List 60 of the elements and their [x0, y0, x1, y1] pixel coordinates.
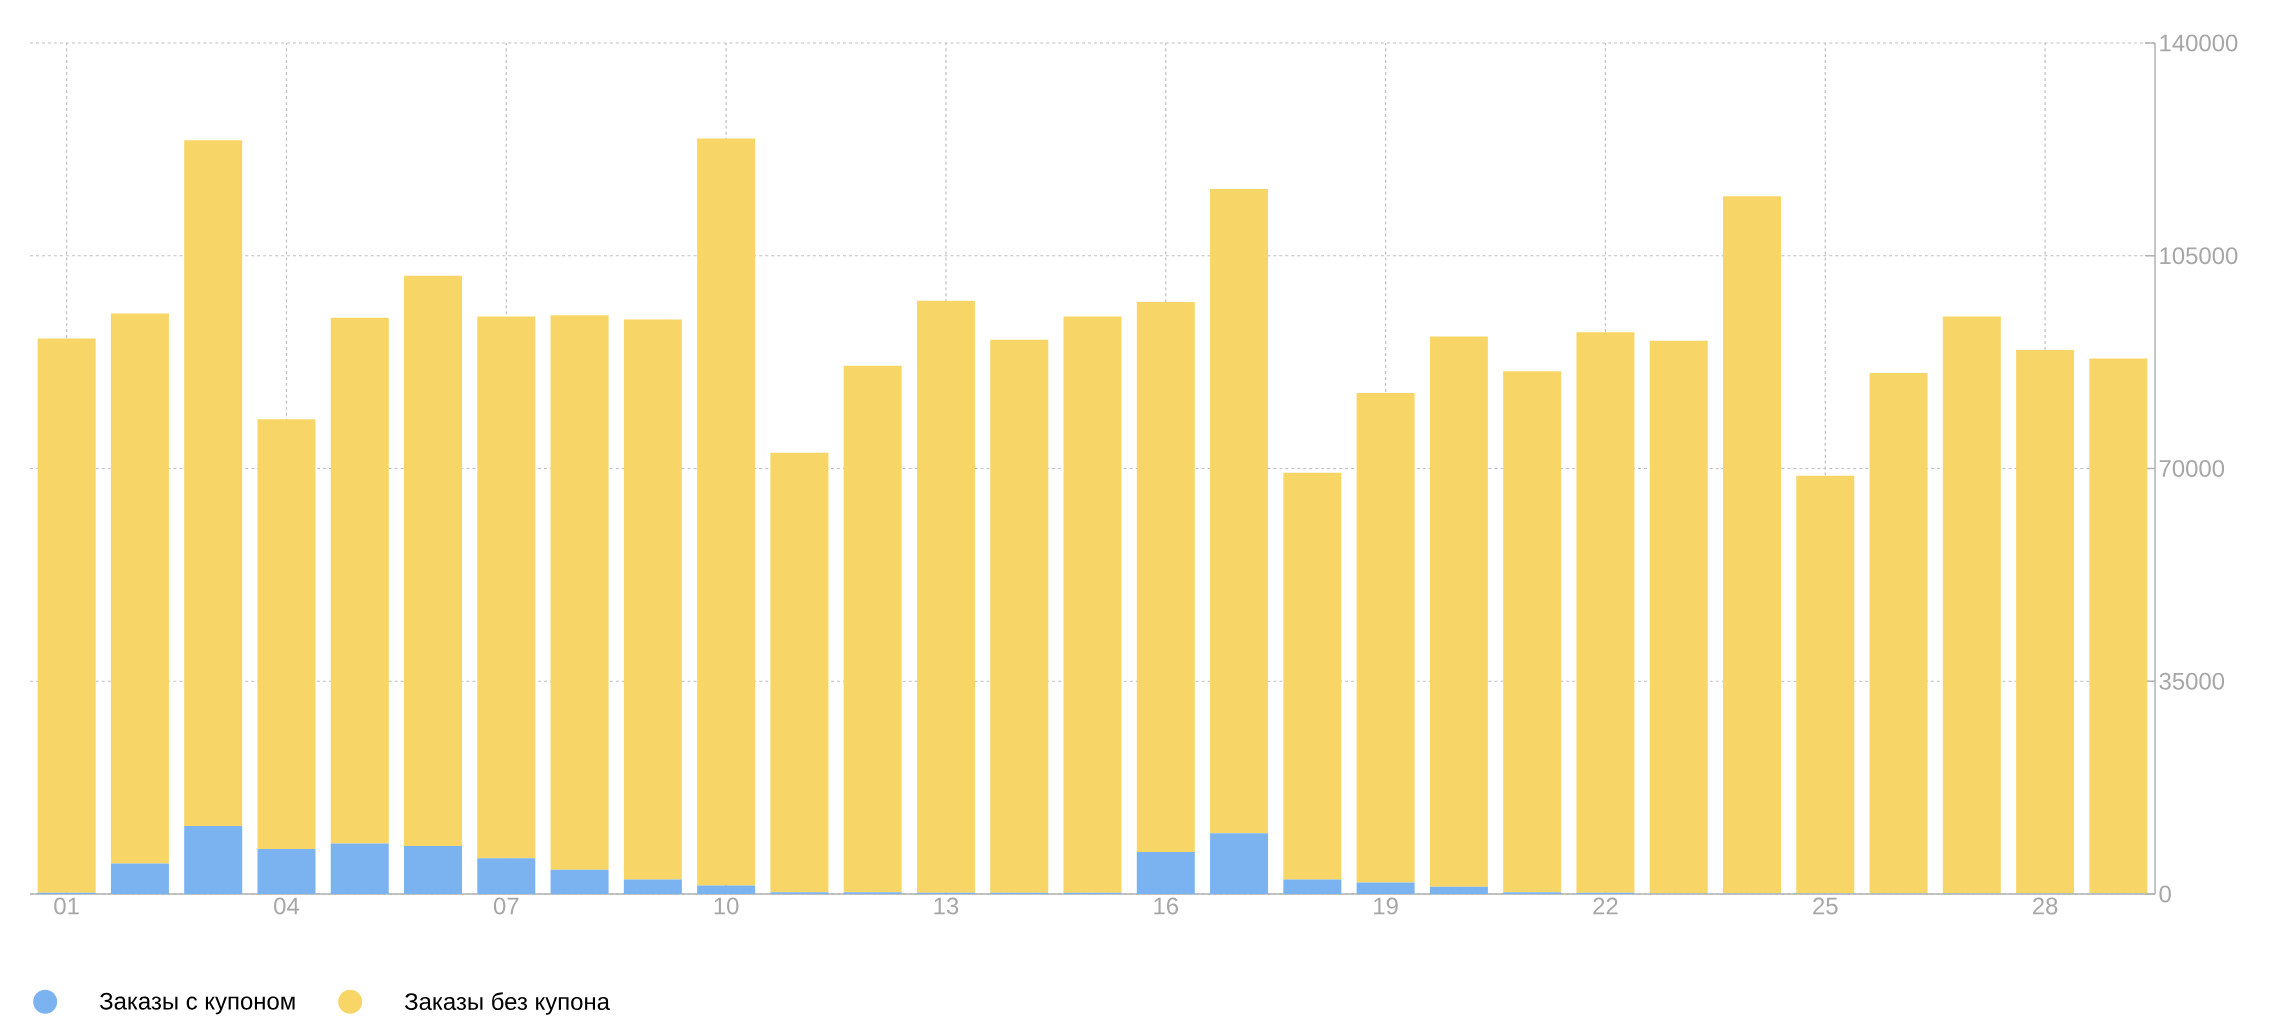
bar: [1136, 852, 1195, 894]
y-tick-label: 70000: [2159, 460, 2225, 477]
x-tick-label: 16: [1154, 897, 1179, 915]
bar: [1576, 332, 1635, 893]
bar: [1283, 472, 1342, 880]
x-tick-label: 25: [1813, 897, 1838, 915]
bar: [1649, 340, 1708, 894]
bar: [990, 339, 1049, 893]
y-tick-label: 0: [2159, 885, 2171, 903]
bar: [843, 365, 902, 893]
bar: [1136, 301, 1195, 853]
bar: [1796, 475, 1855, 894]
bar: [623, 879, 682, 894]
bar: [2089, 358, 2148, 894]
bar: [697, 138, 756, 886]
bar: [1942, 316, 2001, 894]
bar: [1210, 833, 1269, 894]
y-tick-label: 105000: [2160, 247, 2238, 265]
x-tick-label: 04: [274, 897, 300, 915]
bar: [257, 849, 316, 894]
y-tick-label: 140000: [2160, 34, 2238, 52]
bar: [550, 869, 609, 894]
y-tick-label: 35000: [2159, 672, 2225, 690]
bar: [770, 452, 829, 893]
bar: [404, 845, 463, 894]
bar: [1429, 336, 1488, 887]
bar: [550, 315, 609, 870]
bar: [1210, 188, 1269, 834]
bar: [257, 419, 316, 850]
x-tick-label: 10: [714, 897, 739, 915]
bar: [1429, 886, 1488, 894]
bar: [1869, 373, 1928, 894]
bar: [110, 313, 169, 864]
x-tick-label: 19: [1374, 897, 1398, 915]
bar: [330, 317, 389, 844]
x-tick-label: 28: [2033, 897, 2058, 915]
bar: [404, 275, 463, 846]
bar: [697, 885, 756, 894]
bar: [1723, 196, 1781, 894]
bar: [184, 140, 243, 826]
bar: [2016, 349, 2075, 894]
bar: [110, 863, 169, 894]
bar: [916, 300, 975, 893]
legend-label: Заказы без купона: [404, 992, 610, 1015]
x-tick-label: 07: [493, 897, 519, 915]
x-tick-label: 01: [54, 897, 79, 915]
bar: [330, 843, 389, 894]
bar: [184, 825, 243, 894]
bar: [623, 319, 682, 880]
bar: [1356, 393, 1415, 883]
x-tick-label: 22: [1593, 897, 1618, 915]
bar: [1063, 316, 1122, 893]
bar: [1283, 879, 1342, 894]
bar: [477, 316, 536, 859]
x-tick-label: 13: [934, 897, 959, 915]
bar: [1503, 371, 1562, 893]
legend-label: Заказы с купоном: [99, 992, 295, 1015]
bar: [477, 858, 536, 894]
bar: [1356, 882, 1415, 894]
bar: [37, 338, 96, 893]
